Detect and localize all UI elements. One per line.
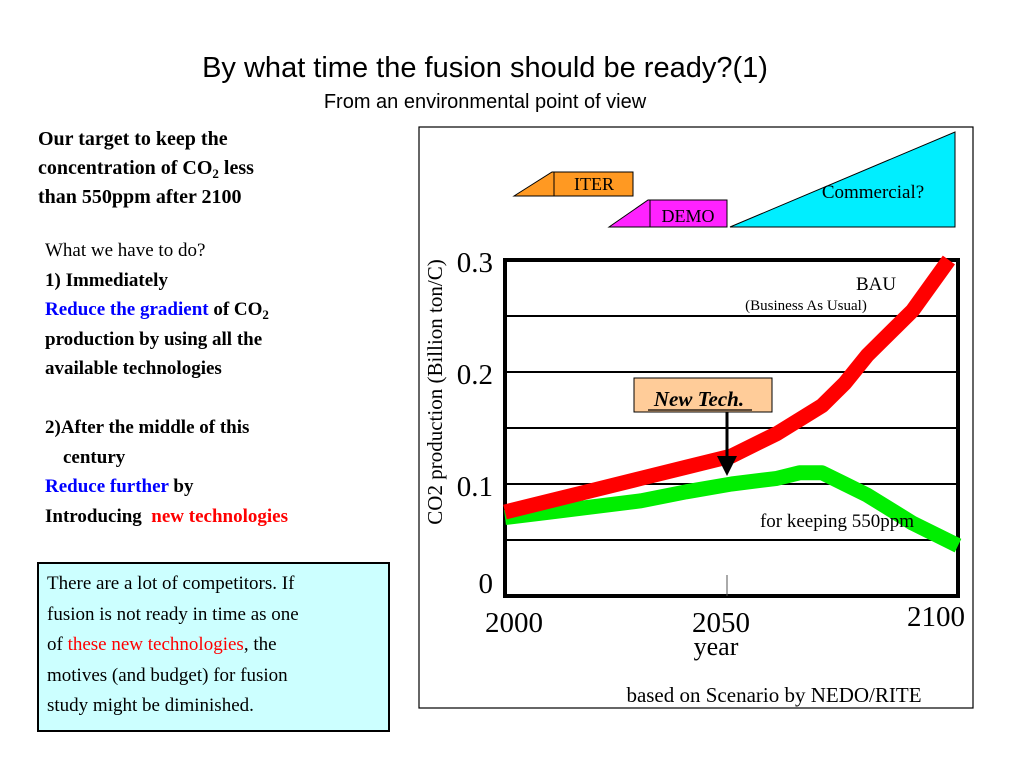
target-line-3: than 550ppm after 2100 — [38, 186, 242, 208]
y-tick-labels: 0 0.1 0.2 0.3 — [457, 247, 493, 600]
reduce-further-text: Reduce further — [45, 476, 169, 497]
plan-step-2-line-2: century — [63, 446, 126, 468]
note-line-3: of these new technologies, the — [47, 630, 380, 661]
introducing-text: Introducing — [45, 505, 152, 527]
grid — [505, 315, 958, 541]
of-co-text: of CO — [208, 299, 263, 320]
x-tick-labels: 2000 2050 2100 — [485, 601, 965, 639]
x-tick-label: 2050 — [692, 607, 750, 639]
target-line-1: Our target to keep the — [38, 128, 228, 150]
reduce-gradient-text: Reduce the gradient — [45, 299, 209, 320]
x-tick-label: 2100 — [907, 601, 965, 633]
commercial-label: Commercial? — [822, 182, 924, 203]
action-plan: What we have to do? 1) Immediately Reduc… — [45, 236, 390, 531]
demo-phase-shape — [607, 199, 728, 228]
target-line-2-text: concentration of CO — [38, 157, 213, 179]
these-new-technologies-text: these new technologies — [67, 634, 244, 655]
note-line-5: study might be diminished. — [47, 695, 254, 716]
note-line-1: There are a lot of competitors. If — [47, 573, 295, 594]
commercial-phase-shape — [729, 131, 956, 228]
green-series-label: for keeping 550ppm — [760, 511, 914, 532]
plan-step-1: 1) Immediately — [45, 269, 168, 291]
plan-step-1-detail: Reduce the gradient of CO2 — [45, 295, 390, 325]
series-layer — [503, 255, 962, 553]
new-tech-box — [633, 377, 773, 413]
y-tick-label: 0.1 — [457, 471, 493, 503]
note-of-text: of — [47, 634, 68, 655]
demo-label: DEMO — [662, 206, 715, 226]
iter-label: ITER — [574, 174, 614, 194]
plan-step-2: 2)After the middle of this — [45, 417, 250, 438]
plan-step-2-line-4: Introducing new technologies — [45, 502, 390, 532]
new-tech-arrow-head — [717, 456, 737, 476]
plan-step-1-line-2: production by using all the — [45, 328, 263, 350]
y-tick-label: 0.3 — [457, 247, 493, 279]
co2-subscript: 2 — [212, 166, 219, 181]
y-tick-label: 0 — [479, 568, 494, 600]
target-line-2: concentration of CO2 less — [38, 154, 378, 183]
y-tick-label: 0.2 — [457, 359, 493, 391]
by-text: by — [168, 476, 194, 497]
x-axis-label: year — [694, 632, 739, 661]
target-statement: Our target to keep the concentration of … — [38, 125, 378, 212]
slide-subtitle: From an environmental point of view — [323, 91, 647, 113]
target-line-2-tail: less — [218, 157, 254, 179]
co2-subscript: 2 — [262, 307, 269, 322]
plan-step-1-line-3: available technologies — [45, 358, 222, 379]
plan-step-2-detail: Reduce further by — [45, 472, 390, 502]
plan-heading: What we have to do? — [45, 240, 206, 261]
bau-label: BAU — [856, 274, 896, 295]
bau-sublabel: (Business As Usual) — [745, 298, 867, 314]
source-label: based on Scenario by NEDO/RITE — [626, 683, 921, 707]
new-tech-label: New Tech. — [653, 387, 744, 411]
new-technologies-text: new technologies — [151, 505, 288, 527]
x-tick-label: 2000 — [485, 607, 543, 639]
y-axis-label: CO2 production (Billion ton/C) — [423, 259, 447, 524]
competitors-note: There are a lot of competitors. If fusio… — [37, 562, 390, 732]
slide-title: By what time the fusion should be ready?… — [202, 52, 768, 84]
series-line-bau — [503, 255, 955, 520]
note-line-4: motives (and budget) for fusion — [47, 664, 288, 686]
series-line-keeping-550ppm — [504, 465, 962, 553]
note-line-2: fusion is not ready in time as one — [47, 603, 299, 625]
iter-phase-shape — [512, 171, 634, 197]
note-comma-text: , the — [243, 634, 277, 655]
